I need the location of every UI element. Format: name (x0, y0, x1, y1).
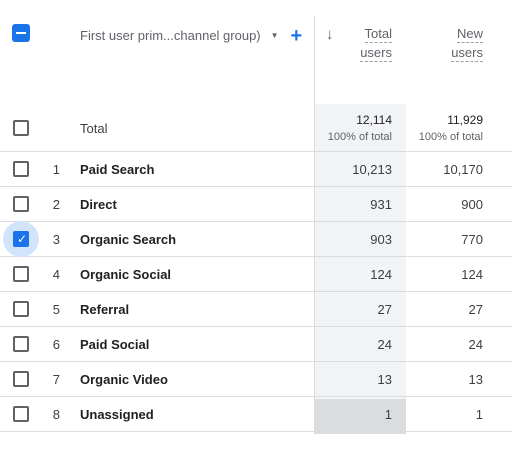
sort-descending-icon[interactable]: ↓ (326, 26, 334, 43)
row-total-users: 1 (384, 407, 392, 422)
row-checkbox[interactable] (13, 161, 29, 177)
row-total-users: 931 (370, 197, 392, 212)
totals-total-users-pct: 100% of total (327, 131, 392, 143)
row-new-users: 24 (468, 337, 483, 352)
row-channel-name: Organic Search (80, 232, 177, 247)
dimension-column-header[interactable]: First user prim...channel group) ▼ + (80, 24, 303, 47)
row-index: 8 (52, 407, 60, 422)
new-users-header-line2: users (451, 45, 483, 62)
row-total-users: 124 (370, 267, 392, 282)
table-row[interactable]: 7 Organic Video 13 13 (0, 362, 512, 397)
row-new-users: 27 (468, 302, 483, 317)
row-new-users: 13 (468, 372, 483, 387)
row-index: 6 (52, 337, 60, 352)
row-channel-name: Referral (80, 302, 130, 317)
row-index: 1 (52, 162, 60, 177)
table-row[interactable]: 4 Organic Social 124 124 (0, 257, 512, 292)
row-checkbox[interactable] (13, 196, 29, 212)
row-total-users: 27 (377, 302, 392, 317)
row-new-users: 770 (461, 232, 483, 247)
totals-total-users: 12,114 (356, 113, 392, 127)
row-channel-name: Unassigned (80, 407, 154, 422)
total-users-header-line1: Total (364, 26, 392, 43)
row-new-users: 900 (461, 197, 483, 212)
totals-label: Total (80, 121, 108, 136)
totals-new-users: 11,929 (447, 113, 483, 127)
row-channel-name: Direct (80, 197, 117, 212)
total-users-header[interactable]: Total users (312, 26, 392, 62)
row-total-users: 903 (370, 232, 392, 247)
row-channel-name: Organic Video (80, 372, 168, 387)
row-total-users: 24 (377, 337, 392, 352)
highlighted-cell-background (315, 399, 406, 434)
table-row[interactable]: 2 Direct 931 900 (0, 187, 512, 222)
totals-row: Total 12,114 100% of total 11,929 100% o… (0, 104, 512, 152)
row-channel-name: Paid Social (80, 337, 150, 352)
column-divider (314, 16, 315, 434)
row-checkbox[interactable] (13, 301, 29, 317)
row-checkbox[interactable] (13, 371, 29, 387)
row-checkbox[interactable] (13, 336, 29, 352)
row-channel-name: Paid Search (80, 162, 155, 177)
caret-down-icon[interactable]: ▼ (270, 31, 279, 40)
row-total-users: 10,213 (352, 162, 392, 177)
total-users-header-line2: users (360, 45, 392, 62)
select-all-checkbox[interactable] (12, 24, 30, 42)
totals-new-users-pct: 100% of total (418, 131, 483, 143)
add-dimension-icon[interactable]: + (290, 24, 303, 47)
row-channel-name: Organic Social (80, 267, 172, 282)
row-index: 3 (52, 232, 60, 247)
row-checkbox[interactable] (13, 266, 29, 282)
table-row[interactable]: ✓ 3 Organic Search 903 770 (0, 221, 512, 257)
row-total-users: 13 (377, 372, 392, 387)
table-row[interactable]: 6 Paid Social 24 24 (0, 327, 512, 362)
table-row[interactable]: 5 Referral 27 27 (0, 292, 512, 327)
table-row[interactable]: 1 Paid Search 10,213 10,170 (0, 152, 512, 187)
row-index: 2 (52, 197, 60, 212)
row-new-users: 124 (461, 267, 483, 282)
row-new-users: 1 (475, 407, 483, 422)
checkmark-icon: ✓ (17, 232, 28, 246)
sorted-column-background (315, 104, 406, 434)
row-index: 4 (52, 267, 60, 282)
row-checkbox[interactable] (13, 406, 29, 422)
table-row[interactable]: 8 Unassigned 1 1 (0, 397, 512, 432)
row-new-users: 10,170 (443, 162, 483, 177)
totals-checkbox[interactable] (13, 120, 29, 136)
new-users-header-line1: New (456, 26, 483, 43)
dimension-label: First user prim...channel group) (80, 28, 261, 43)
row-index: 7 (52, 372, 60, 387)
row-checkbox-checked[interactable]: ✓ (13, 231, 29, 247)
row-index: 5 (52, 302, 60, 317)
new-users-header[interactable]: New users (403, 26, 483, 62)
